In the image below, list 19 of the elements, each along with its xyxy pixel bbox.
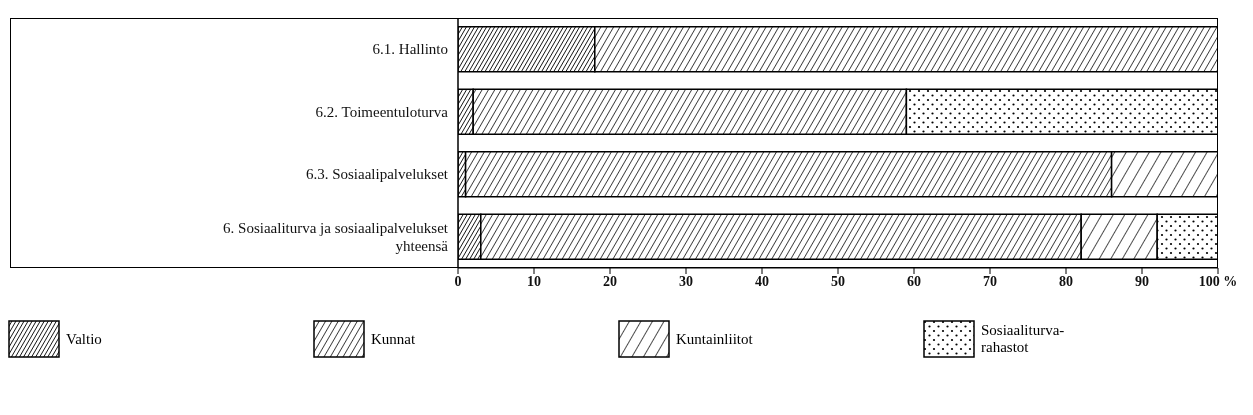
x-tick-label: 60 bbox=[907, 273, 921, 289]
x-tick-label: 80 bbox=[1059, 273, 1073, 289]
y-tick-label: 6.2. Toimeentuloturva bbox=[314, 102, 448, 121]
y-tick-label: 6. Sosiaaliturva ja sosiaalipalvelukset yhteensä bbox=[222, 218, 448, 255]
x-tick-label: 50 bbox=[831, 273, 845, 289]
x-tick-label: 40 bbox=[755, 273, 769, 289]
legend-label: Kuntainliitot bbox=[676, 330, 753, 348]
x-tick-label: 90 bbox=[1135, 273, 1149, 289]
legend-label: Valtio bbox=[66, 330, 102, 348]
y-tick-label: 6.3. Sosiaalipalvelukset bbox=[304, 165, 448, 184]
x-tick-label: 10 bbox=[527, 273, 541, 289]
x-tick-label: 0 bbox=[454, 273, 462, 289]
legend-label: Kunnat bbox=[371, 330, 416, 348]
x-tick-label: 100 % bbox=[1198, 273, 1238, 289]
x-tick-label: 20 bbox=[603, 273, 617, 289]
x-tick-label: 70 bbox=[983, 273, 997, 289]
x-tick-label: 30 bbox=[679, 273, 693, 289]
y-tick-label: 6.1. Hallinto bbox=[371, 40, 448, 59]
legend-label: Sosiaaliturva-rahastot bbox=[981, 322, 1065, 356]
